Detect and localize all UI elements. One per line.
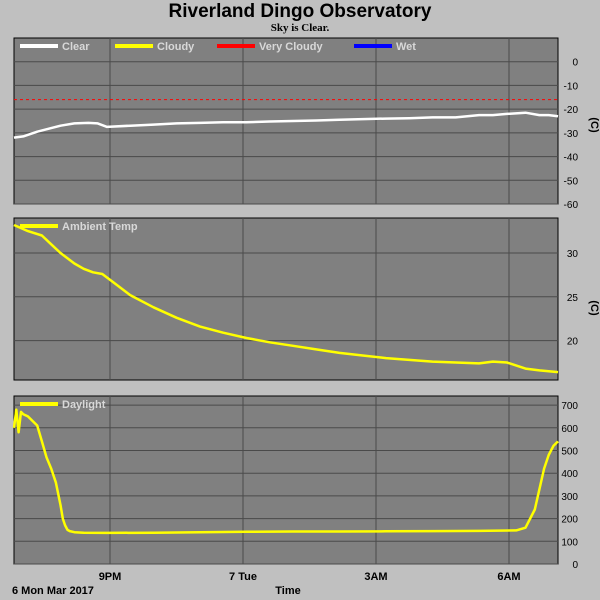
y-tick-label: 300 — [561, 492, 578, 503]
ambient-legend: Ambient Temp — [20, 221, 138, 233]
ambient-plot-area — [13, 217, 559, 381]
daylight-y-ticks: 0 100 200 300 400 500 600 700 — [561, 401, 578, 571]
date-label: 6 Mon Mar 2017 — [12, 585, 94, 597]
sky-chart: 0 -10 -20 -30 -40 -50 -60 Clear Cloudy Very Clou… — [13, 37, 600, 211]
y-tick-label: 100 — [561, 537, 578, 548]
sky-legend: Clear Cloudy Very Cloudy Wet — [20, 41, 416, 53]
y-tick-label: -60 — [564, 200, 579, 211]
daylight-chart: 0 100 200 300 400 500 600 700 Daylight — [12, 395, 578, 571]
series-line-daylight — [12, 408, 559, 535]
legend-label: Ambient Temp — [62, 221, 138, 233]
y-tick-label: -30 — [564, 129, 579, 140]
ambient-y-unit-label: (C) — [588, 300, 600, 316]
legend-label: Wet — [396, 41, 416, 53]
x-tick-7-tue: 7 Tue — [229, 571, 257, 583]
legend-label: Daylight — [62, 399, 106, 411]
y-tick-label: -40 — [564, 153, 579, 164]
daylight-plot-area — [13, 395, 559, 565]
y-tick-label: -20 — [564, 105, 579, 116]
page-title: Riverland Dingo Observatory — [168, 1, 432, 22]
series-line-clear — [13, 111, 559, 139]
sky-y-unit-label: (C) — [588, 117, 600, 133]
y-tick-label: 30 — [567, 249, 579, 260]
y-tick-label: 200 — [561, 515, 578, 526]
sky-grid — [14, 38, 558, 205]
y-tick-label: 500 — [561, 446, 578, 457]
sky-series — [13, 99, 559, 139]
ambient-grid — [14, 218, 558, 380]
series-line-ambient-temp — [13, 223, 559, 374]
daylight-series — [12, 408, 559, 535]
sky-y-ticks: 0 -10 -20 -30 -40 -50 -60 — [564, 58, 579, 211]
ambient-y-ticks: 20 25 30 — [567, 249, 579, 348]
daylight-legend: Daylight — [20, 399, 106, 411]
y-tick-label: 700 — [561, 401, 578, 412]
ambient-series — [13, 223, 559, 374]
y-tick-label: 20 — [567, 337, 579, 348]
ambient-chart: 20 25 30 Ambient Temp (C) — [13, 217, 600, 381]
y-tick-label: 600 — [561, 424, 578, 435]
x-tick-9pm: 9PM — [99, 571, 122, 583]
x-tick-6am: 6AM — [497, 571, 520, 583]
y-tick-label: 0 — [572, 560, 578, 571]
x-tick-3am: 3AM — [364, 571, 387, 583]
x-axis-title: Time — [275, 585, 300, 597]
legend-label: Cloudy — [157, 41, 195, 53]
legend-label: Very Cloudy — [259, 41, 323, 53]
daylight-grid — [14, 396, 558, 565]
y-tick-label: 25 — [567, 293, 579, 304]
x-axis-labels: 9PM 7 Tue 3AM 6AM 6 Mon Mar 2017 Time — [12, 571, 521, 597]
y-tick-label: -50 — [564, 176, 579, 187]
y-tick-label: -10 — [564, 81, 579, 92]
y-tick-label: 0 — [572, 58, 578, 69]
y-tick-label: 400 — [561, 469, 578, 480]
sky-status-subtitle: Sky is Clear. — [270, 22, 330, 34]
legend-label: Clear — [62, 41, 90, 53]
